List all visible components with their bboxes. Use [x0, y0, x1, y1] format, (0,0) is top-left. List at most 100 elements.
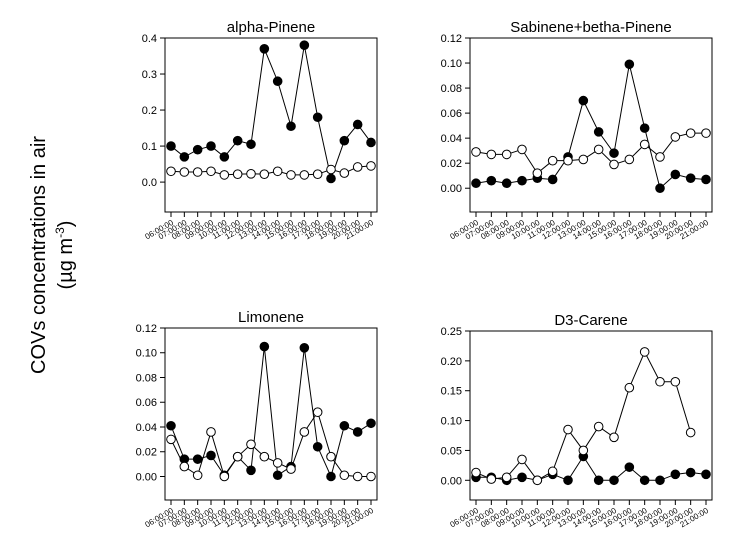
- y-tick-label: 0.08: [136, 372, 157, 384]
- data-point: [339, 420, 350, 431]
- data-point: [624, 382, 635, 393]
- y-tick-label: 0.05: [441, 445, 462, 457]
- data-point: [701, 128, 711, 138]
- y-tick-label: 0.04: [136, 422, 157, 434]
- data-point: [299, 342, 310, 353]
- data-point: [486, 175, 497, 186]
- data-point: [192, 470, 203, 481]
- chart-title: Limonene: [238, 309, 304, 326]
- data-point: [471, 467, 481, 478]
- data-point: [685, 128, 696, 138]
- data-point: [352, 471, 363, 482]
- data-point: [366, 418, 376, 429]
- y-axis-unit: (µg m-3): [53, 221, 77, 290]
- data-point: [272, 470, 283, 481]
- y-tick-label: 0.00: [441, 475, 462, 487]
- data-point: [339, 470, 350, 481]
- data-point: [366, 161, 376, 171]
- data-point: [339, 168, 350, 178]
- data-point: [701, 469, 711, 480]
- data-point: [232, 135, 243, 146]
- data-point: [547, 174, 558, 185]
- data-point: [609, 432, 619, 443]
- data-point: [517, 175, 527, 186]
- data-point: [352, 427, 363, 437]
- data-point: [326, 173, 336, 184]
- data-point: [517, 454, 527, 465]
- data-point: [312, 169, 323, 179]
- data-point: [486, 474, 497, 484]
- data-point: [179, 152, 190, 162]
- y-tick-label: 0.25: [441, 326, 462, 338]
- data-point: [259, 451, 270, 462]
- y-tick-label: 0.12: [441, 33, 462, 45]
- data-point: [655, 183, 665, 194]
- data-point: [639, 123, 650, 133]
- data-point: [501, 149, 512, 160]
- data-point: [219, 170, 230, 180]
- data-point: [563, 475, 573, 486]
- data-point: [339, 135, 350, 146]
- y-tick-label: 0.20: [441, 356, 462, 368]
- y-tick-label: 0.3: [142, 69, 157, 81]
- data-point: [299, 40, 310, 51]
- data-point: [517, 144, 527, 155]
- data-point: [593, 144, 604, 155]
- data-point: [286, 464, 296, 474]
- data-point: [326, 451, 336, 462]
- data-point: [578, 154, 589, 165]
- data-point: [501, 178, 512, 189]
- data-point: [670, 376, 681, 387]
- data-point: [501, 472, 512, 483]
- y-tick-label: 0.02: [136, 447, 157, 459]
- data-point: [166, 434, 176, 445]
- data-point: [272, 458, 283, 468]
- data-point: [670, 132, 681, 142]
- series-line: [170, 410, 371, 478]
- unit-exponent: -3: [53, 227, 67, 238]
- data-point: [219, 152, 230, 162]
- data-point: [701, 174, 711, 185]
- data-point: [312, 112, 323, 123]
- y-tick-label: 0.00: [441, 183, 462, 195]
- series-line: [475, 132, 706, 174]
- y-tick-label: 0.10: [441, 58, 462, 70]
- data-point: [624, 59, 635, 70]
- data-point: [206, 141, 216, 151]
- data-point: [366, 137, 376, 148]
- data-point: [593, 475, 604, 486]
- data-point: [532, 168, 543, 178]
- data-point: [246, 465, 256, 476]
- data-point: [670, 169, 681, 180]
- data-point: [299, 170, 310, 180]
- chart-title: D3-Carene: [554, 312, 627, 329]
- y-tick-label: 0.0: [142, 177, 157, 189]
- data-point: [547, 155, 558, 166]
- y-tick-label: 0.4: [142, 33, 157, 45]
- data-point: [179, 461, 190, 472]
- data-point: [259, 169, 270, 179]
- chart-title: alpha-Pinene: [227, 19, 315, 36]
- unit: (µg m: [55, 238, 77, 290]
- data-point: [312, 441, 323, 452]
- data-point: [286, 170, 296, 180]
- plot-frame: [164, 37, 378, 213]
- series-line: [476, 455, 707, 481]
- data-point: [326, 164, 336, 175]
- data-point: [563, 424, 573, 435]
- data-point: [206, 450, 216, 461]
- y-tick-label: 0.10: [136, 348, 157, 360]
- data-point: [685, 467, 696, 478]
- data-point: [286, 121, 296, 132]
- unit-end: ): [55, 221, 77, 228]
- data-point: [517, 472, 527, 483]
- data-point: [259, 341, 270, 352]
- data-point: [471, 178, 481, 189]
- data-point: [578, 445, 589, 456]
- data-point: [471, 147, 481, 157]
- plot-frame: [164, 327, 378, 501]
- data-point: [532, 475, 543, 486]
- y-tick-label: 0.2: [142, 105, 157, 117]
- data-point: [624, 462, 635, 472]
